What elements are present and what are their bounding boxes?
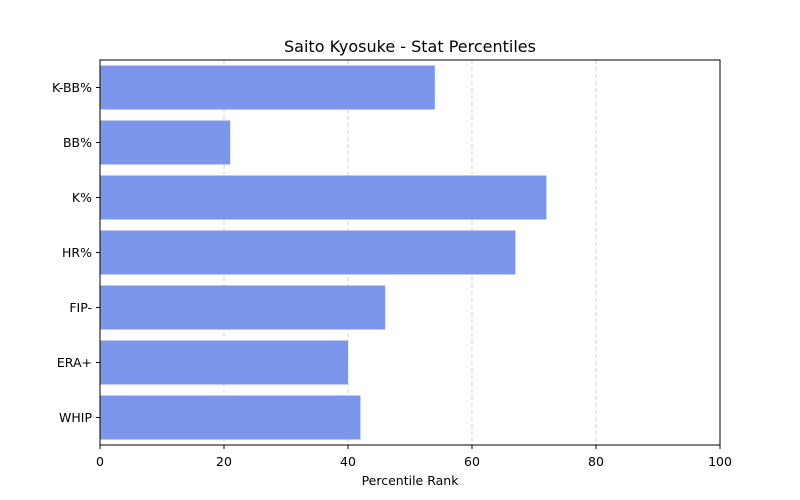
x-axis-label: Percentile Rank xyxy=(362,473,460,488)
x-tick-label: 80 xyxy=(588,454,604,469)
y-tick-label: K-BB% xyxy=(52,80,92,95)
x-tick-label: 60 xyxy=(464,454,480,469)
y-tick-label: BB% xyxy=(63,135,92,150)
bar-fip xyxy=(100,285,386,330)
bar-hr xyxy=(100,230,516,275)
x-tick-label: 100 xyxy=(708,454,732,469)
bar-era xyxy=(100,340,348,385)
x-tick-label: 0 xyxy=(96,454,104,469)
y-tick-label: FIP- xyxy=(69,300,92,315)
y-tick-label: K% xyxy=(72,190,92,205)
y-tick-label: HR% xyxy=(62,245,92,260)
x-tick-label: 20 xyxy=(216,454,232,469)
y-tick-label: ERA+ xyxy=(57,355,92,370)
x-axis-ticks: 0 20 40 60 80 100 xyxy=(96,445,732,469)
chart-title: Saito Kyosuke - Stat Percentiles xyxy=(284,37,536,56)
bar-whip xyxy=(100,395,361,440)
y-axis-ticks: K-BB% BB% K% HR% FIP- ERA+ WHIP xyxy=(52,80,100,425)
bar-k xyxy=(100,175,547,220)
y-tick-label: WHIP xyxy=(59,410,92,425)
bars xyxy=(100,65,547,440)
bar-bb xyxy=(100,120,231,165)
x-tick-label: 40 xyxy=(340,454,356,469)
bar-k-bb xyxy=(100,65,435,110)
